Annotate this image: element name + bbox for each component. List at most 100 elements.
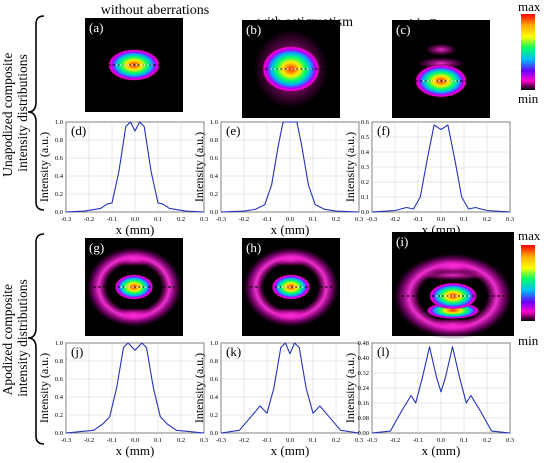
y-tick-label: 0.48 [358,340,369,347]
x-tick-label: 0.2 [332,216,340,223]
plot-panel-label: (e) [226,123,240,138]
intensity-curve [371,346,511,434]
line-plot: -0.3 -0.2 -0.1 0.0 0.1 0.2 0.30.00.20.40.60.81… [37,340,208,458]
y-tick-label: 1.0 [55,119,63,126]
y-tick-label: 0.2 [210,412,218,419]
row-label-apodized-l1: Apodized composite [0,284,15,395]
colorbar-top-min: min [518,91,539,106]
x-tick-label: 0.1 [309,437,317,444]
y-tick-label: 0.0 [210,209,218,216]
y-tick-label: 0.6 [210,155,219,162]
y-tick-label: 0.8 [210,358,218,365]
map-side-lobe [271,252,311,267]
x-tick-label: 0.2 [483,216,491,223]
y-tick-label: 0.8 [55,137,63,144]
y-tick-label: 0.32 [358,370,369,377]
colorbar-top [521,14,535,90]
map-panel-label: (g) [89,240,104,255]
colorbar-bottom-max: max [518,228,541,243]
line-plot: -0.3 -0.2 -0.1 0.0 0.1 0.2 0.30.000.080.160.24… [343,340,514,458]
row-label-unapodized: Unapodized composite intensity distribut… [0,49,30,176]
x-axis-label: x (mm) [271,222,310,237]
plot-panel-label: (k) [226,344,241,359]
y-axis-label: Intensity (a.u.) [192,132,206,202]
y-tick-label: 0.0 [210,430,218,437]
y-axis-label: Intensity (a.u.) [343,132,357,202]
x-tick-label: 0.0 [286,437,294,444]
y-tick-label: 0.2 [210,191,218,198]
x-tick-label: -0.1 [107,437,117,444]
x-axis-label: x (mm) [422,222,461,237]
y-tick-label: 0.40 [358,355,369,362]
x-tick-label: -0.1 [107,216,117,223]
y-tick-label: 0.6 [55,376,64,383]
map-side-lobe [114,307,154,322]
y-tick-label: 0.6 [210,376,219,383]
x-tick-label: 0.1 [154,216,162,223]
line-plot: -0.3 -0.2 -0.1 0.0 0.1 0.2 0.30.00.20.40.60.81… [37,119,208,237]
intensity-curve [220,342,360,434]
y-tick-label: 1.0 [55,340,63,347]
y-tick-label: 0.0 [55,430,63,437]
plot-panel-label: (d) [71,123,86,138]
row-label-unapodized-l2: intensity distributions [15,54,30,171]
intensity-map: (i) [392,232,514,340]
y-tick-label: 0.5 [361,134,369,141]
x-tick-label: 0.0 [437,437,445,444]
x-axis-label: x (mm) [271,443,310,458]
map-panel-label: (c) [396,22,410,37]
column-title-1: without aberrations [101,3,209,18]
y-axis-label: Intensity (a.u.) [192,353,206,423]
plot-panel-label: (f) [377,123,390,138]
map-panel-label: (a) [89,20,103,35]
x-tick-label: 0.0 [286,216,294,223]
row-label-unapodized-l1: Unapodized composite [0,53,15,177]
x-tick-label: 0.3 [506,437,514,444]
x-tick-label: 0.2 [177,216,185,223]
x-tick-label: -0.3 [216,437,226,444]
x-tick-label: -0.3 [216,216,226,223]
y-tick-label: 0.0 [55,209,63,216]
x-tick-label: -0.1 [413,437,423,444]
x-tick-label: 0.3 [355,437,363,444]
intensity-curve [65,342,205,434]
line-plot: -0.3 -0.2 -0.1 0.0 0.1 0.2 0.30.00.20.40.60.81… [192,340,363,458]
x-tick-label: -0.2 [390,216,400,223]
y-axis-label: Intensity (a.u.) [37,132,51,202]
x-tick-label: -0.3 [367,437,377,444]
y-tick-label: 0.8 [210,137,218,144]
x-tick-label: 0.2 [177,437,185,444]
map-side-lobe [271,307,311,322]
y-tick-label: 0.08 [358,415,369,422]
x-tick-label: -0.1 [262,216,272,223]
x-tick-label: 0.2 [483,437,491,444]
x-axis-label: x (mm) [116,222,155,237]
y-tick-label: 0.0 [361,209,369,216]
intensity-map: (h) [242,238,340,336]
x-tick-label: -0.1 [413,216,423,223]
line-plot: -0.3 -0.2 -0.1 0.0 0.1 0.2 0.30.00.20.40.60.81… [192,119,363,237]
map-side-lobe [114,252,154,267]
x-axis-label: x (mm) [116,443,155,458]
row-label-apodized: Apodized composite intensity distributio… [0,279,30,396]
y-axis-label: Intensity (a.u.) [37,353,51,423]
map-side-lobe [425,43,457,56]
row-brace-bottom [27,233,45,445]
x-tick-label: -0.3 [367,216,377,223]
x-tick-label: -0.2 [84,437,94,444]
line-plot: -0.3 -0.2 -0.1 0.0 0.1 0.2 0.30.00.10.20.30.40… [343,119,514,237]
x-tick-label: 0.3 [506,216,514,223]
x-tick-label: 0.0 [131,216,139,223]
intensity-map: (g) [85,238,183,336]
colorbar-bottom-min: min [518,333,539,348]
plot-panel-label: (j) [71,344,83,359]
y-tick-label: 0.1 [361,194,369,201]
x-tick-label: 0.1 [309,216,317,223]
x-tick-label: -0.2 [239,437,249,444]
map-panel-label: (b) [246,22,261,37]
map-side-lobe [428,317,478,333]
x-tick-label: 0.2 [332,437,340,444]
y-tick-label: 1.0 [210,340,218,347]
y-tick-label: 0.2 [55,412,63,419]
y-tick-label: 0.00 [358,430,369,437]
